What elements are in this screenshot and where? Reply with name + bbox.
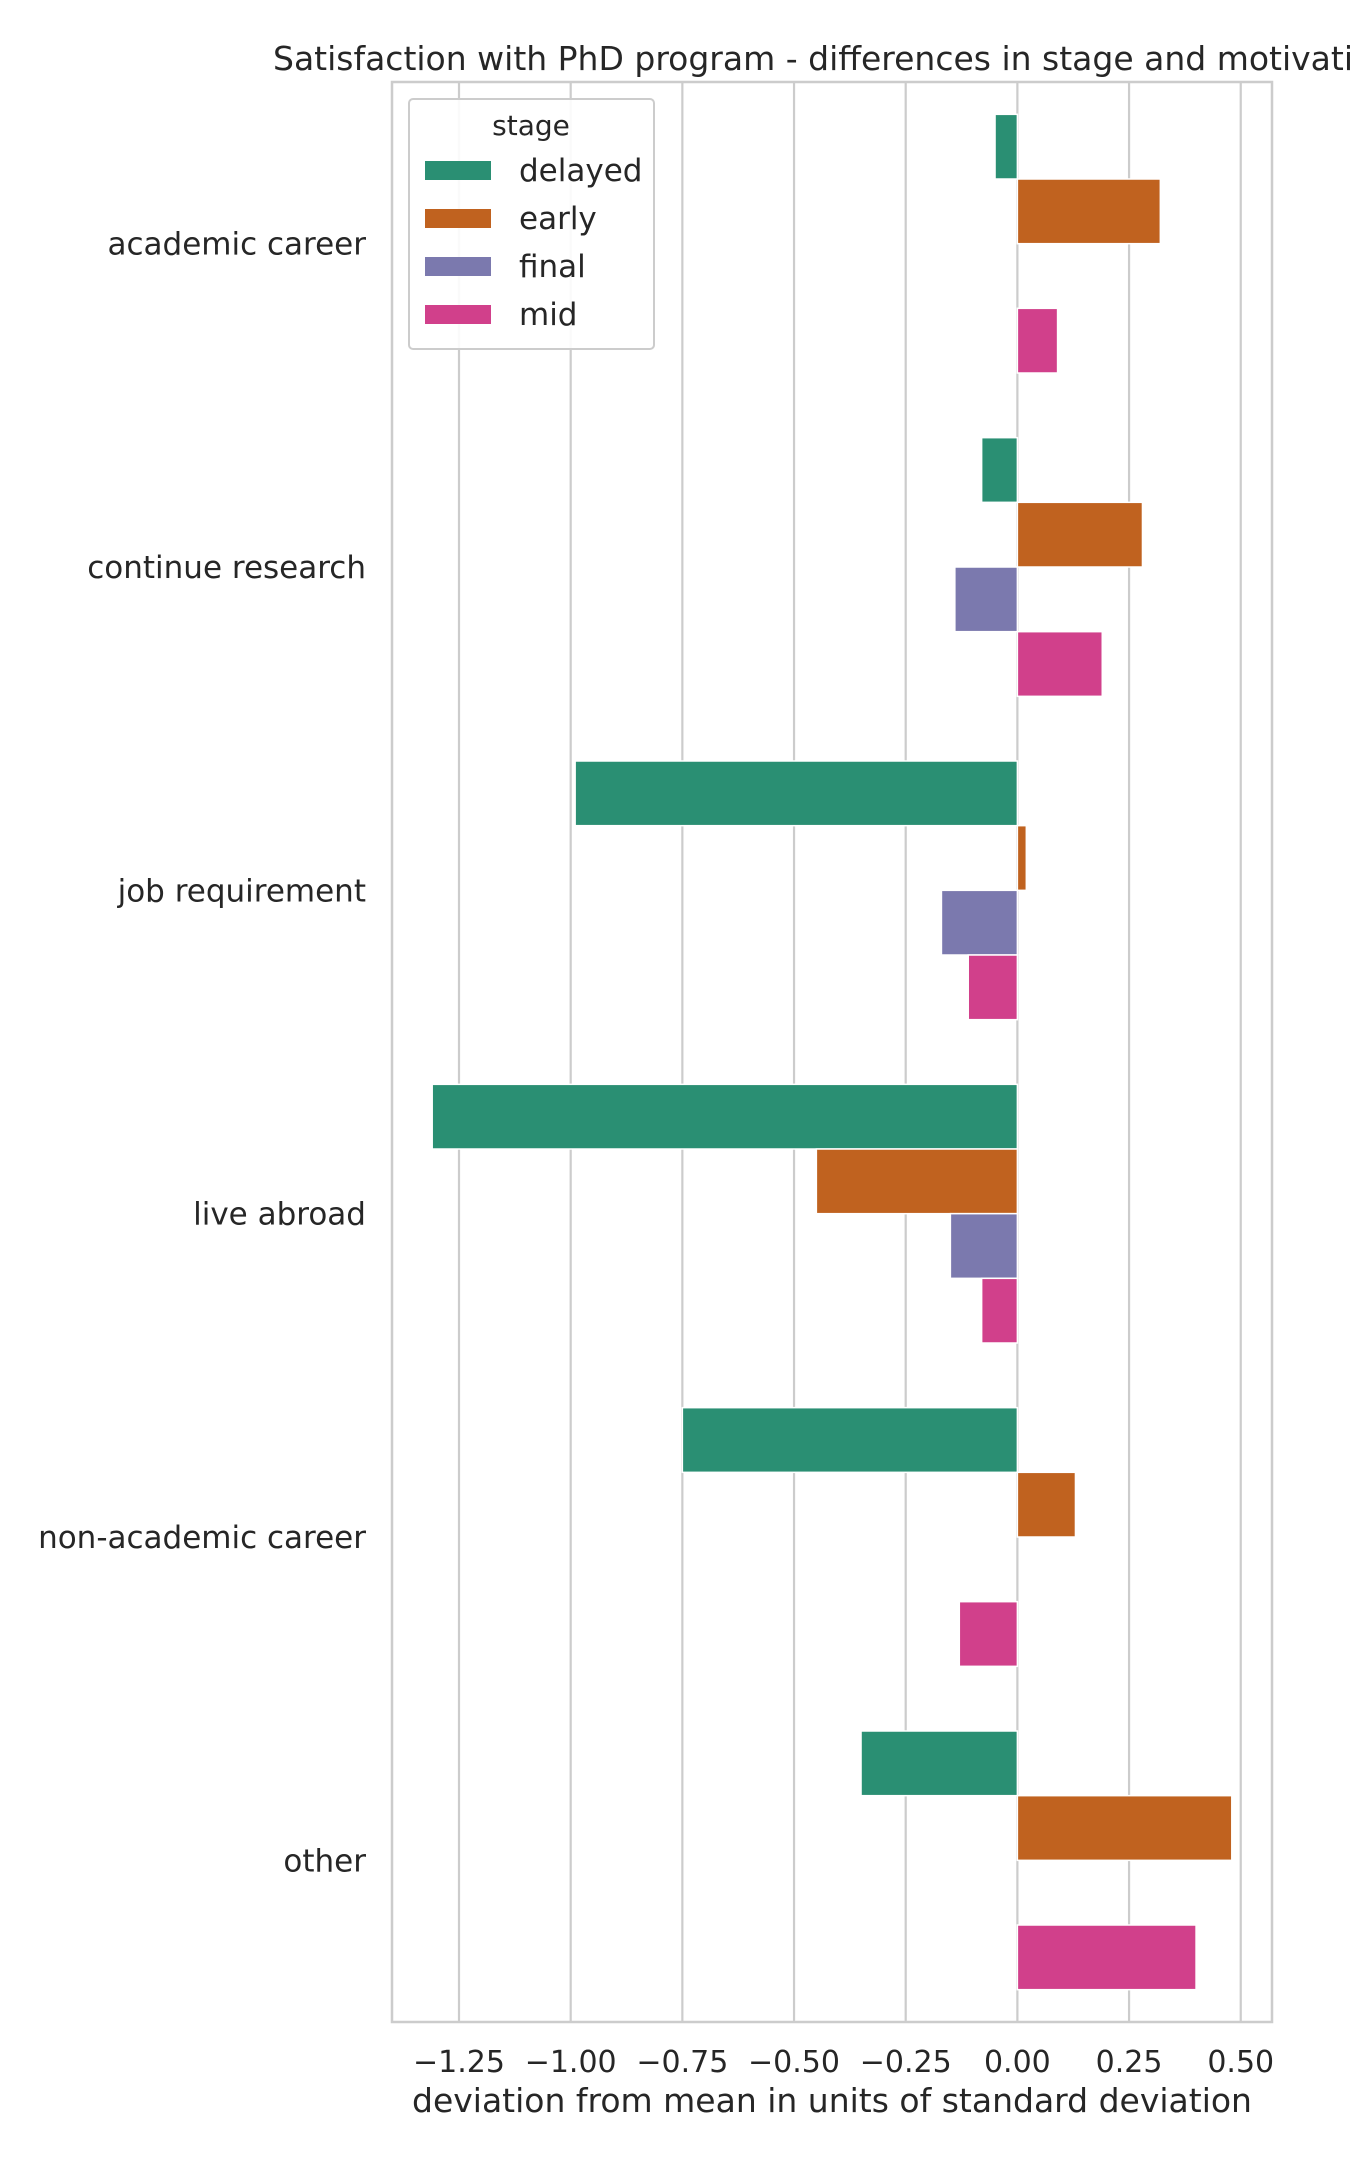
bar-mid (1016, 1924, 1197, 1991)
y-tick-label: continue research (87, 550, 366, 586)
legend-swatch-early (425, 209, 491, 228)
y-tick-label: job requirement (117, 873, 366, 909)
bar-mid (1016, 307, 1059, 374)
legend-swatch-delayed (425, 161, 491, 180)
x-tick-label: −0.50 (748, 2045, 840, 2080)
x-axis-labels: −1.25 −1.00 −0.75 −0.50 −0.25 0.00 0.25 0.50 (413, 2045, 1274, 2080)
x-tick-label: 0.50 (1207, 2045, 1274, 2080)
legend-swatch-final (425, 257, 491, 276)
legend-label-early: early (519, 201, 597, 237)
x-tick-label: 0.00 (984, 2045, 1051, 2080)
x-tick-label: 0.25 (1096, 2045, 1163, 2080)
y-tick-label: live abroad (193, 1197, 366, 1233)
bar-early (1016, 501, 1144, 568)
bar-delayed (574, 760, 1019, 827)
x-tick-label: −0.75 (636, 2045, 728, 2080)
bar-delayed (860, 1730, 1019, 1797)
bars (431, 113, 1233, 1991)
bar-mid (1016, 630, 1104, 698)
legend: stage delayed early final mid (408, 98, 655, 350)
bar-mid (980, 1277, 1019, 1344)
bar-delayed (980, 436, 1019, 504)
legend-label-final: final (519, 249, 586, 285)
bar-delayed (681, 1406, 1019, 1474)
plot-frame (390, 80, 1274, 2024)
x-tick-label: −0.25 (860, 2045, 952, 2080)
bar-delayed (994, 113, 1019, 180)
bar-early (1016, 824, 1028, 892)
bar-early (815, 1148, 1019, 1215)
bar-mid (967, 954, 1019, 1021)
x-tick-label: −1.00 (525, 2045, 617, 2080)
grid-lines (457, 82, 1242, 2022)
y-axis-labels: academic career continue research job requ… (38, 227, 366, 1880)
bar-final (954, 566, 1019, 633)
bar-mid (958, 1600, 1019, 1668)
legend-swatch-mid (425, 305, 491, 324)
plot-area-background (392, 82, 1272, 2022)
legend-label-delayed: delayed (519, 153, 642, 189)
bar-early (1016, 1471, 1077, 1538)
bar-early (1016, 178, 1162, 245)
bar-early (1016, 1794, 1233, 1862)
y-tick-label: non-academic career (38, 1520, 366, 1556)
y-tick-label: other (283, 1843, 366, 1879)
x-tick-label: −1.25 (413, 2045, 505, 2080)
legend-title: stage (492, 109, 570, 142)
x-axis-title: deviation from mean in units of standard… (412, 2081, 1252, 2120)
bar-final (949, 1212, 1019, 1280)
y-tick-label: academic career (108, 227, 367, 263)
bar-final (940, 889, 1019, 956)
legend-label-mid: mid (519, 297, 578, 333)
chart-title: Satisfaction with PhD program - differen… (273, 39, 1350, 78)
bar-delayed (431, 1083, 1019, 1150)
